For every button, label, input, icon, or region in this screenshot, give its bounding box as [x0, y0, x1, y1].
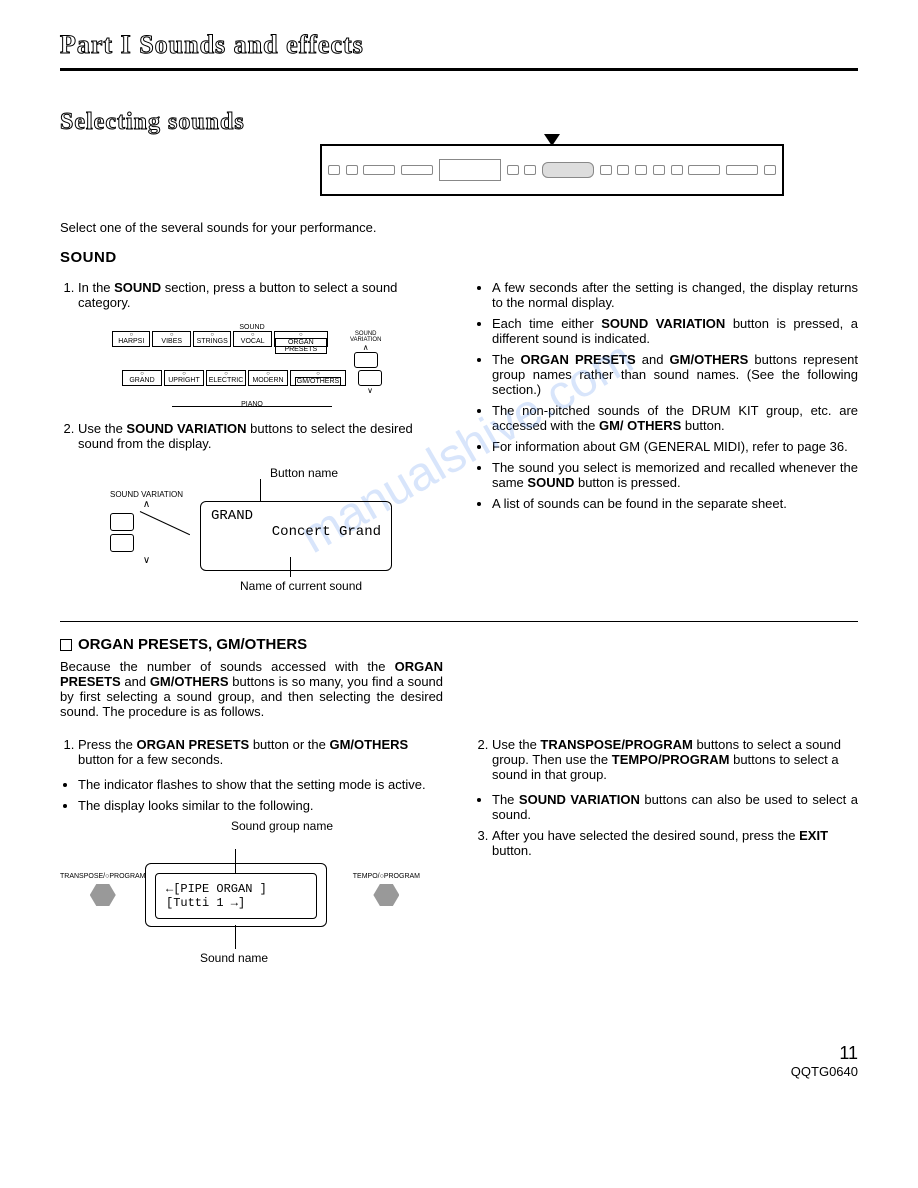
bullet: The SOUND VARIATION buttons can also be …: [492, 792, 858, 822]
sound-buttons-diagram: SOUND ○HARPSI ○VIBES ○STRINGS ○VOCAL ○OR…: [112, 324, 392, 407]
left-steps: In the SOUND section, press a button to …: [60, 280, 444, 310]
page-number: 11: [60, 1043, 858, 1064]
bullet: The sound you select is memorized and re…: [492, 460, 858, 490]
bullet: The display looks similar to the followi…: [78, 798, 444, 813]
bullet: For information about GM (GENERAL MIDI),…: [492, 439, 858, 454]
checkbox-icon: [60, 639, 72, 651]
bullet: The non-pitched sounds of the DRUM KIT g…: [492, 403, 858, 433]
device-panel-illustration: [320, 144, 784, 196]
right-bullets: A few seconds after the setting is chang…: [474, 280, 858, 511]
bullet: A list of sounds can be found in the sep…: [492, 496, 858, 511]
sound-heading: SOUND: [60, 249, 858, 266]
pipe-organ-diagram: TRANSPOSE/○PROGRAM ←[PIPE ORGAN ] [Tutti…: [60, 843, 420, 993]
organ-step-3: After you have selected the desired soun…: [492, 828, 858, 858]
doc-code: QQTG0640: [60, 1064, 858, 1079]
bullet: The ORGAN PRESETS and GM/OTHERS buttons …: [492, 352, 858, 397]
organ-step-1: Press the ORGAN PRESETS button or the GM…: [78, 737, 444, 767]
organ-heading: ORGAN PRESETS, GM/OTHERS: [78, 636, 307, 653]
organ-left-bullets: The indicator flashes to show that the s…: [60, 777, 444, 813]
divider: [60, 621, 858, 622]
divider: [60, 68, 858, 71]
section-title: Selecting sounds: [60, 109, 245, 136]
organ-right-steps: Use the TRANSPOSE/PROGRAM buttons to sel…: [474, 737, 858, 782]
left-steps-2: Use the SOUND VARIATION buttons to selec…: [60, 421, 444, 451]
organ-section: ORGAN PRESETS, GM/OTHERS Because the num…: [60, 636, 858, 719]
organ-left-steps: Press the ORGAN PRESETS button or the GM…: [60, 737, 444, 767]
bullet: A few seconds after the setting is chang…: [492, 280, 858, 310]
organ-right-bullets: The SOUND VARIATION buttons can also be …: [474, 792, 858, 822]
page-footer: 11 QQTG0640: [60, 1043, 858, 1079]
organ-right-steps-3: After you have selected the desired soun…: [474, 828, 858, 858]
step-1: In the SOUND section, press a button to …: [78, 280, 444, 310]
part-title: Part I Sounds and effects: [60, 30, 858, 60]
lcd-diagram: SOUND VARIATION ∧ ∨ Button name GRAND Co…: [100, 461, 440, 601]
organ-step-2: Use the TRANSPOSE/PROGRAM buttons to sel…: [492, 737, 858, 782]
organ-intro: Because the number of sounds accessed wi…: [60, 659, 443, 719]
step-2: Use the SOUND VARIATION buttons to selec…: [78, 421, 444, 451]
bullet: The indicator flashes to show that the s…: [78, 777, 444, 792]
intro-text: Select one of the several sounds for you…: [60, 220, 858, 235]
bullet: Each time either SOUND VARIATION button …: [492, 316, 858, 346]
